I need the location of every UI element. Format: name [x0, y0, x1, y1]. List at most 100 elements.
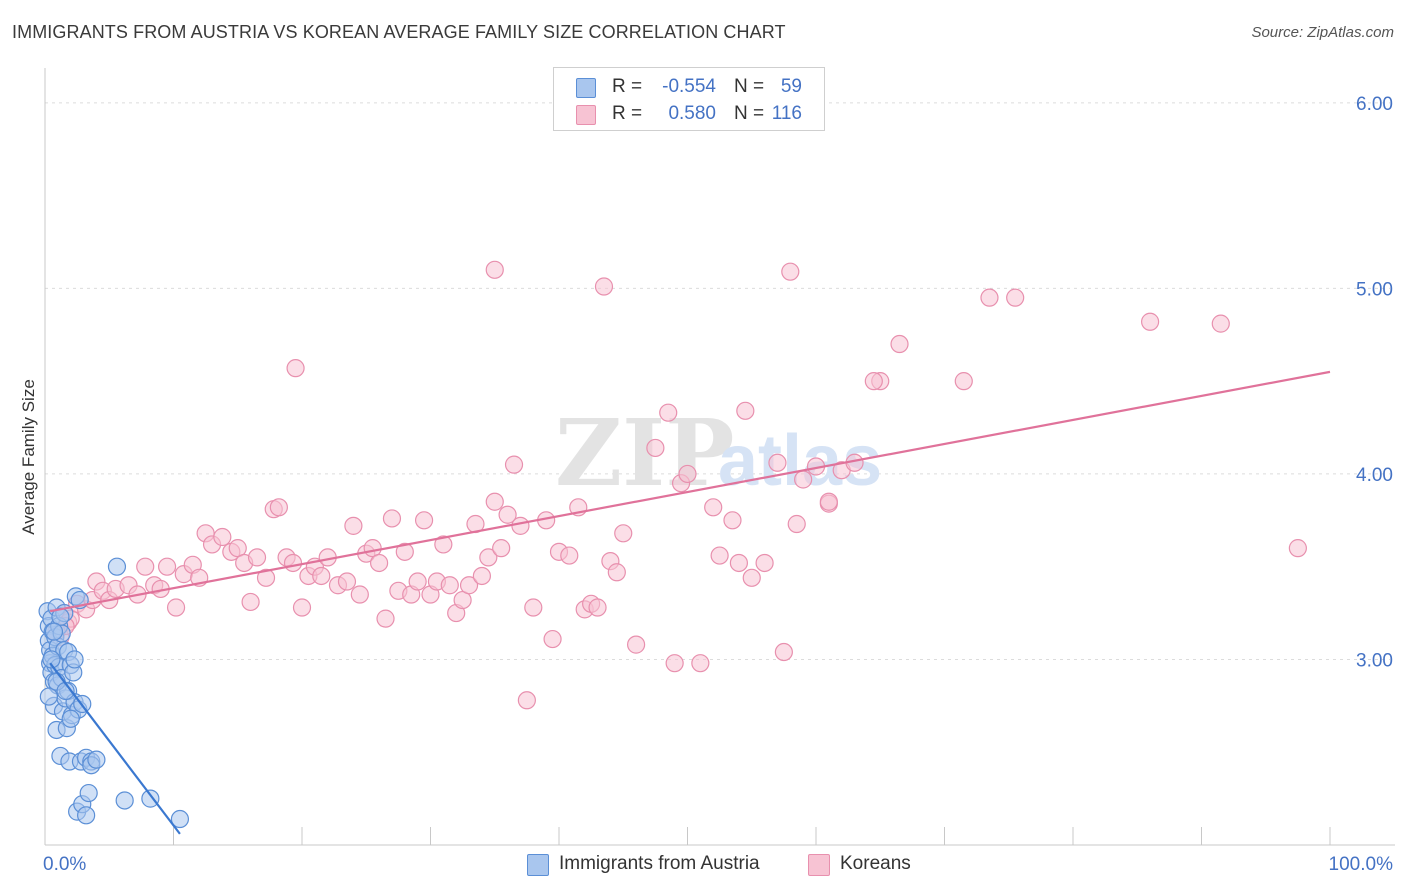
korean-point: [736, 401, 755, 420]
y-axis-label: Average Family Size: [19, 379, 38, 535]
korean-point: [213, 527, 232, 547]
korean-point: [440, 576, 459, 595]
korean-point: [729, 553, 749, 573]
source-label: Source: ZipAtlas.com: [1251, 24, 1394, 41]
korean-point: [157, 557, 177, 576]
korean-point: [247, 548, 267, 567]
korean-point: [1140, 312, 1160, 331]
trend-lines: [49, 370, 1331, 835]
austria-point: [44, 622, 64, 641]
korean-point: [665, 654, 684, 673]
grid-lines: [45, 102, 1390, 660]
koreans-swatch: [576, 105, 596, 125]
korean-point: [312, 566, 331, 586]
austria-point: [115, 791, 134, 810]
austria-point: [87, 750, 106, 769]
korean-point: [286, 359, 305, 378]
korean-point: [350, 585, 369, 604]
legend-row-austria: R = -0.554 N = 59: [554, 74, 824, 100]
y-tick-label: 5.00: [1356, 279, 1393, 300]
korean-point: [560, 546, 579, 565]
korean-point: [344, 516, 363, 535]
austria-point: [79, 783, 98, 803]
korean-point: [376, 609, 395, 628]
legend-r-value: 0.580: [668, 103, 716, 124]
korean-point: [890, 334, 909, 354]
korean-point: [408, 572, 427, 591]
legend-item-label: Koreans: [840, 853, 911, 874]
korean-point: [1006, 288, 1025, 307]
y-tick-label: 3.00: [1356, 650, 1393, 671]
korean-point: [691, 654, 710, 673]
austria-point: [42, 650, 61, 669]
legend-row-koreans: R = 0.580 N = 116: [554, 101, 824, 127]
korean-point: [256, 568, 276, 587]
correlation-legend: R = -0.554 N = 59 R = 0.580 N = 116: [553, 67, 825, 131]
austria-swatch: [527, 854, 549, 876]
korean-point: [710, 546, 729, 565]
korean-point: [768, 453, 787, 472]
korean-point: [472, 566, 491, 586]
korean-point: [414, 511, 434, 530]
korean-point: [485, 492, 504, 511]
korean-point: [479, 548, 498, 567]
watermark: ZIP atlas: [555, 399, 882, 507]
korean-point: [395, 542, 414, 561]
korean-point: [283, 553, 303, 573]
korean-point: [166, 598, 186, 617]
austria-point: [141, 789, 160, 808]
austria-point: [65, 650, 84, 669]
korean-point: [607, 563, 626, 582]
korean-point: [1211, 314, 1230, 333]
y-tick-label: 4.00: [1356, 465, 1393, 486]
korean-point: [337, 572, 357, 591]
korean-point: [511, 516, 530, 535]
korean-point: [498, 505, 517, 524]
korean-point: [678, 464, 697, 484]
korean-point: [517, 691, 536, 710]
austria-point: [61, 709, 80, 728]
korean-point: [980, 288, 999, 307]
korean-point: [269, 498, 288, 517]
legend-n-label: N =: [734, 103, 765, 124]
korean-point: [774, 642, 793, 662]
korean-point: [434, 535, 453, 554]
korean-point: [485, 260, 504, 279]
korean-point: [136, 557, 155, 576]
koreans-swatch: [808, 854, 830, 876]
korean-point: [492, 539, 511, 558]
korean-point: [646, 438, 665, 458]
axis-labels: 3.00 4.00 5.00 6.00 0.0% 100.0% Average Family…: [19, 94, 1393, 875]
legend-r-value: -0.554: [662, 76, 716, 97]
korean-point: [723, 511, 742, 530]
korean-point: [864, 372, 883, 391]
series-legend: Immigrants from Austria Koreans: [0, 852, 1406, 878]
korean-point: [382, 509, 402, 528]
korean-point: [659, 403, 678, 422]
korean-point: [459, 576, 479, 595]
legend-item-label: Immigrants from Austria: [559, 853, 760, 874]
korean-point: [787, 514, 806, 534]
austria-trend-line: [49, 662, 181, 835]
axes: [44, 68, 1395, 846]
legend-n-value: 116: [771, 103, 802, 124]
korean-point: [704, 498, 723, 517]
legend-r-label: R =: [612, 103, 643, 124]
austria-swatch: [576, 78, 596, 98]
austria-point: [170, 809, 190, 829]
korean-point: [626, 635, 646, 654]
x-tick-label: 0.0%: [43, 854, 86, 875]
koreans-trend-line: [49, 370, 1331, 613]
austria-point: [77, 806, 96, 825]
korean-point: [594, 277, 614, 296]
chart-title: IMMIGRANTS FROM AUSTRIA VS KOREAN AVERAG…: [12, 22, 786, 42]
koreans-points: [47, 260, 1307, 710]
legend-n-value: 59: [780, 76, 802, 97]
korean-point: [614, 524, 633, 543]
legend-r-label: R =: [612, 76, 643, 97]
korean-point: [819, 492, 838, 511]
korean-point: [588, 598, 607, 617]
korean-point: [954, 372, 973, 391]
legend-n-label: N =: [734, 76, 765, 97]
